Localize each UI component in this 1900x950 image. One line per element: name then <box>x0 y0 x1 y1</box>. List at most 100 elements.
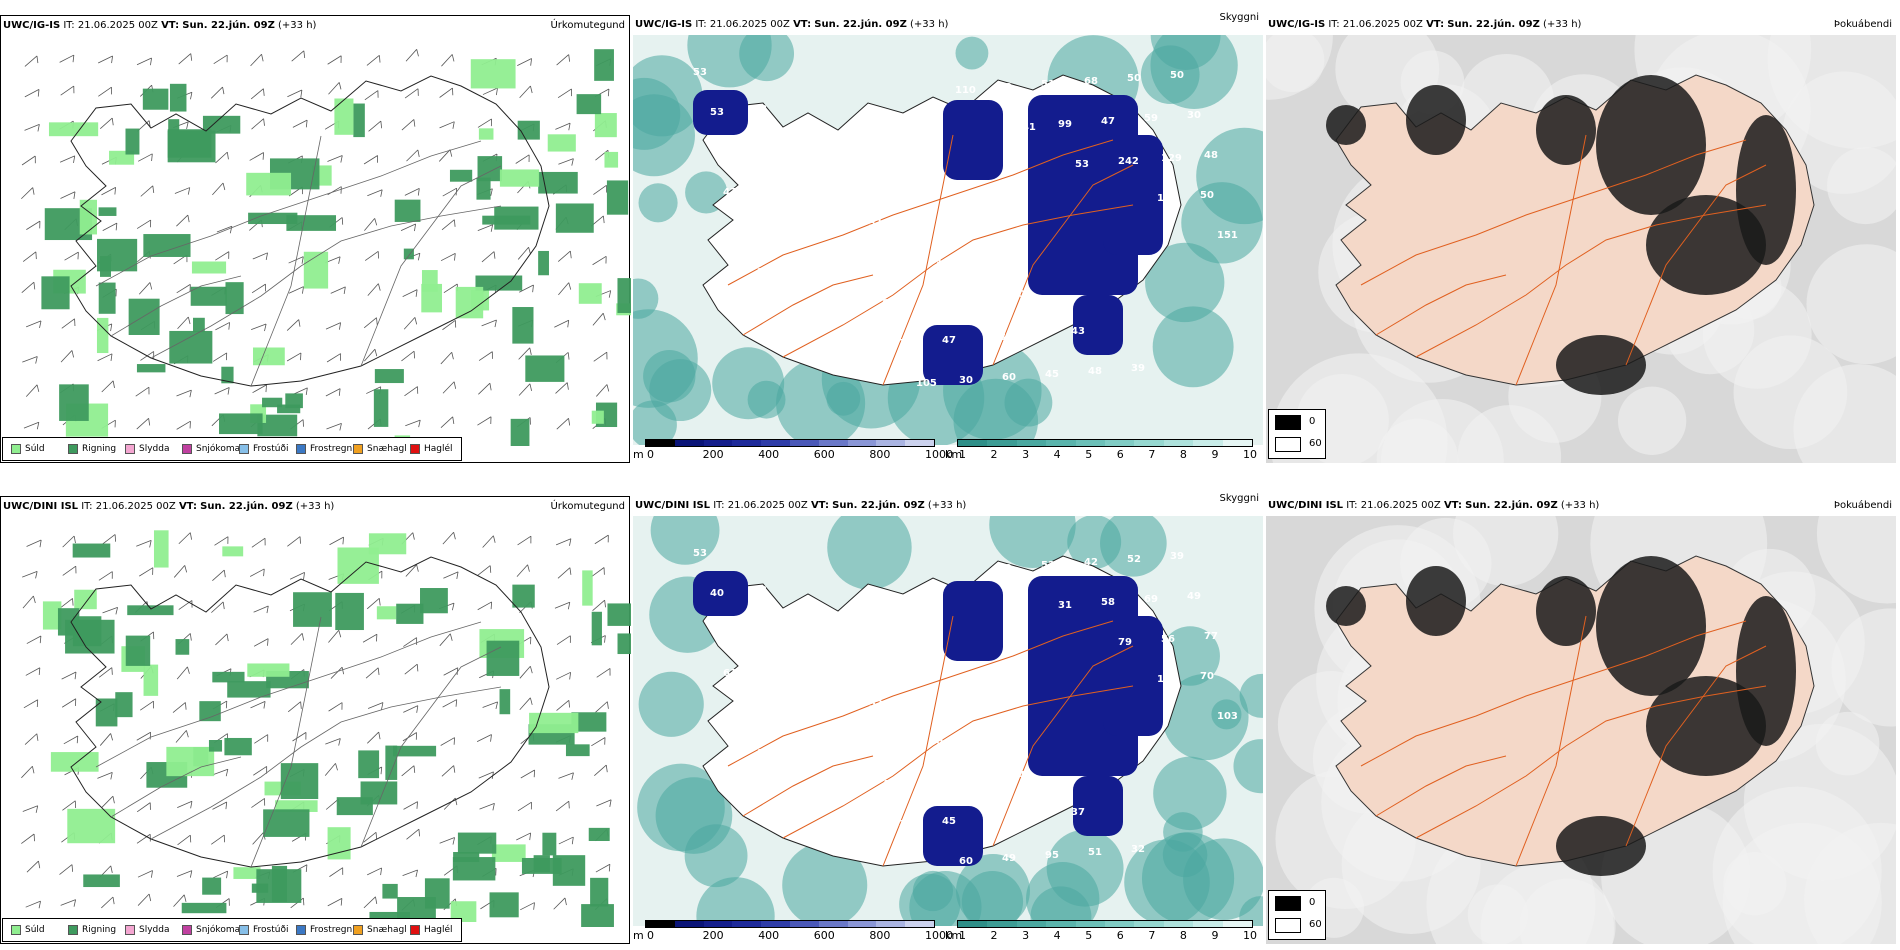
wind-barb <box>101 380 115 393</box>
visibility-cell <box>638 183 678 223</box>
wind-barb <box>249 568 265 577</box>
precip-cell <box>594 113 617 138</box>
precip-cell <box>538 250 549 276</box>
precip-cell <box>142 88 169 110</box>
colorbar-tick: 1000 <box>925 448 953 461</box>
cloud-base-value: 47 <box>723 187 737 198</box>
cloud-base-value: 61 <box>723 668 737 679</box>
colorbar-tick: 200 <box>702 448 724 461</box>
cloud-base-value: 48 <box>753 104 767 115</box>
wind-barb <box>251 283 266 294</box>
precip-cell <box>98 282 116 314</box>
fog-panel-row0: UWC/IG-IS IT: 21.06.2025 00Z VT: Sun. 22… <box>1266 15 1896 463</box>
wind-barb <box>329 536 344 546</box>
precip-cell <box>457 832 497 854</box>
precip-cell <box>360 781 398 805</box>
cloud-base-value: 50 <box>1170 70 1184 81</box>
precip-cell <box>202 877 222 895</box>
cloud-base-value: 99 <box>1058 119 1072 130</box>
wind-barb <box>439 837 455 845</box>
wind-barb <box>593 351 608 362</box>
wind-barb <box>252 384 267 394</box>
wind-barb <box>250 53 264 67</box>
cloud-vis-panel-row0: UWC/IG-IS IT: 21.06.2025 00Z VT: Sun. 22… <box>633 12 1263 463</box>
wind-barb <box>592 599 606 611</box>
wind-barb <box>517 535 532 546</box>
wind-barb <box>364 348 378 362</box>
visibility-cell <box>1046 829 1124 907</box>
wind-barb <box>22 251 37 262</box>
colorbar-step <box>958 440 988 446</box>
visibility-cell <box>776 358 866 445</box>
wind-barb <box>518 383 532 396</box>
precip-map <box>1 36 631 446</box>
precip-cell <box>224 737 252 756</box>
colorbar-tick: 2 <box>990 448 998 461</box>
colorbar-tick: 10 <box>1243 448 1257 461</box>
wind-barb <box>478 771 494 780</box>
wind-barb <box>24 55 39 67</box>
cloud-base-value: 59 <box>912 215 926 226</box>
colorbar-step <box>1163 440 1194 446</box>
it-value: 21.06.2025 00Z <box>727 500 808 511</box>
precip-cell <box>227 681 271 698</box>
fog-cell <box>1804 822 1896 944</box>
colorbar-tick: 200 <box>702 929 724 942</box>
precip-cell <box>41 276 70 310</box>
panel-header: UWC/DINI ISL IT: 21.06.2025 00Z VT: Sun.… <box>3 501 334 512</box>
cloud-base-value: 47 <box>1101 116 1115 127</box>
cloud-base-value: 52 <box>1041 560 1055 571</box>
precip-cell <box>293 592 332 627</box>
precip-cell <box>376 606 397 620</box>
cloud-base-value: 60 <box>843 261 857 272</box>
wind-barb <box>363 155 379 165</box>
wind-barb <box>478 351 493 361</box>
cloud-vis-map-svg: 53 43 33 48 54 108 54 37 32 39 40 30 32 52 80 46 57 51 52 4… <box>633 516 1263 926</box>
fog-dense-area <box>1536 95 1596 165</box>
precip-legend-item: Haglél <box>410 444 453 454</box>
wind-barb <box>176 214 190 227</box>
colorbar-tick: 3 <box>1022 448 1030 461</box>
wind-barb <box>325 388 341 397</box>
wind-barb <box>62 565 77 576</box>
wind-barb <box>253 766 268 776</box>
precip-cell <box>491 844 526 862</box>
wind-barb <box>140 185 155 197</box>
precip-legend-swatch <box>125 925 135 935</box>
cloud-base-value: 58 <box>1028 329 1042 340</box>
wind-barb <box>24 89 40 98</box>
colorbar-tick: 0 <box>647 929 654 942</box>
cloud-base-area <box>1073 295 1123 355</box>
precip-legend-label: Súld <box>25 925 45 935</box>
wind-barb <box>326 423 342 431</box>
precip-cell <box>257 414 298 437</box>
wind-barb <box>211 834 225 845</box>
precip-legend-label: Frostregn <box>310 925 353 935</box>
wind-barb <box>368 120 383 132</box>
vt-label: VT: <box>178 501 197 512</box>
cloud-base-value: 59 <box>826 221 840 232</box>
fog-cell <box>1453 516 1559 587</box>
fog-dense-area <box>1596 75 1706 215</box>
it-label: IT: <box>695 19 707 30</box>
cloud-base-value: 33 <box>899 819 913 830</box>
fog-cell <box>1816 516 1896 604</box>
colorbar-step <box>1046 921 1076 927</box>
wind-barb <box>26 220 41 230</box>
wind-barb <box>402 289 418 297</box>
wind-barb <box>176 870 193 878</box>
wind-barb <box>63 735 79 745</box>
vt-value: Sun. 22.jún. 09Z <box>200 501 293 512</box>
precip-legend-item: Rigning <box>68 925 116 935</box>
fog-legend: 0 60 <box>1268 890 1326 940</box>
wind-barb <box>176 284 191 294</box>
road-line <box>992 645 1134 847</box>
wind-barb <box>405 419 421 428</box>
panel-title: Þokuábendi <box>1833 19 1892 30</box>
cloud-base-value: 63 <box>826 702 840 713</box>
vt-label: VT: <box>161 20 180 31</box>
visibility-cell <box>1153 756 1227 831</box>
wind-barb <box>591 737 606 747</box>
precip-cell <box>208 740 223 752</box>
wind-barb <box>555 538 572 546</box>
